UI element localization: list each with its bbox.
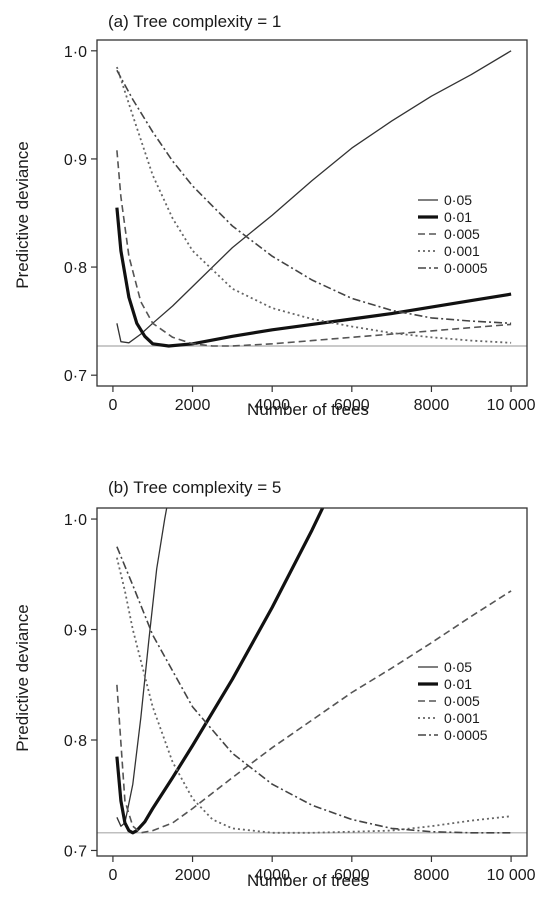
panel-a-title: (a) Tree complexity = 1 <box>108 12 281 31</box>
series-line-4 <box>116 69 512 325</box>
y-tick-label: 1·0 <box>64 44 87 61</box>
x-tick-label: 8000 <box>414 397 450 414</box>
x-tick-label: 0 <box>108 397 117 414</box>
y-tick-label: 1·0 <box>64 512 87 529</box>
x-tick-label: 4000 <box>254 397 290 414</box>
legend-label: 0·001 <box>444 710 480 726</box>
panel-b-ylabel: Predictive deviance <box>13 604 32 751</box>
legend-label: 0·05 <box>444 659 472 675</box>
y-tick-label: 0·8 <box>64 260 87 277</box>
x-tick-label: 10 000 <box>487 867 536 884</box>
x-tick-label: 6000 <box>334 867 370 884</box>
y-tick-label: 0·8 <box>64 733 87 750</box>
y-tick-label: 0·9 <box>64 623 87 640</box>
legend-label: 0·01 <box>444 676 472 692</box>
series-line-1 <box>115 508 325 835</box>
series-line-2 <box>116 150 512 347</box>
panel-a-ylabel: Predictive deviance <box>13 141 32 288</box>
legend-label: 0·05 <box>444 192 472 208</box>
series-line-3 <box>116 66 512 344</box>
y-tick-label: 0·7 <box>64 843 87 860</box>
x-tick-label: 0 <box>108 867 117 884</box>
panel-a-xlabel: Number of trees <box>247 400 369 419</box>
plot-frame <box>96 507 528 857</box>
series-line-0 <box>116 50 512 344</box>
x-tick-label: 8000 <box>414 867 450 884</box>
series-line-2 <box>116 590 512 834</box>
y-tick-label: 0·7 <box>64 368 87 385</box>
legend-label: 0·01 <box>444 209 472 225</box>
legend-label: 0·0005 <box>444 260 488 276</box>
legend-label: 0·005 <box>444 226 480 242</box>
legend-label: 0·005 <box>444 693 480 709</box>
series-line-0 <box>116 508 168 827</box>
series-line-4 <box>116 546 512 834</box>
panel-a-axes: 0 2000 4000 6000 8000 10 0000·70·80·91·00·050… <box>64 39 536 414</box>
series-line-3 <box>116 557 512 834</box>
panel-a: (a) Tree complexity = 1 Predictive devia… <box>13 12 536 419</box>
x-tick-label: 6000 <box>334 397 370 414</box>
x-tick-label: 10 000 <box>487 397 536 414</box>
legend-label: 0·0005 <box>444 727 488 743</box>
plot-frame <box>96 39 528 387</box>
panel-b-xlabel: Number of trees <box>247 871 369 890</box>
y-tick-label: 0·9 <box>64 152 87 169</box>
panel-b-axes: 0 2000 4000 6000 8000 10 0000·70·80·91·00·050… <box>64 507 536 884</box>
legend-label: 0·001 <box>444 243 480 259</box>
panel-b-title: (b) Tree complexity = 5 <box>108 478 281 497</box>
x-tick-label: 2000 <box>175 867 211 884</box>
x-tick-label: 2000 <box>175 397 211 414</box>
panel-b: (b) Tree complexity = 5 Predictive devia… <box>13 478 536 890</box>
x-tick-label: 4000 <box>254 867 290 884</box>
series-line-1 <box>115 207 512 348</box>
